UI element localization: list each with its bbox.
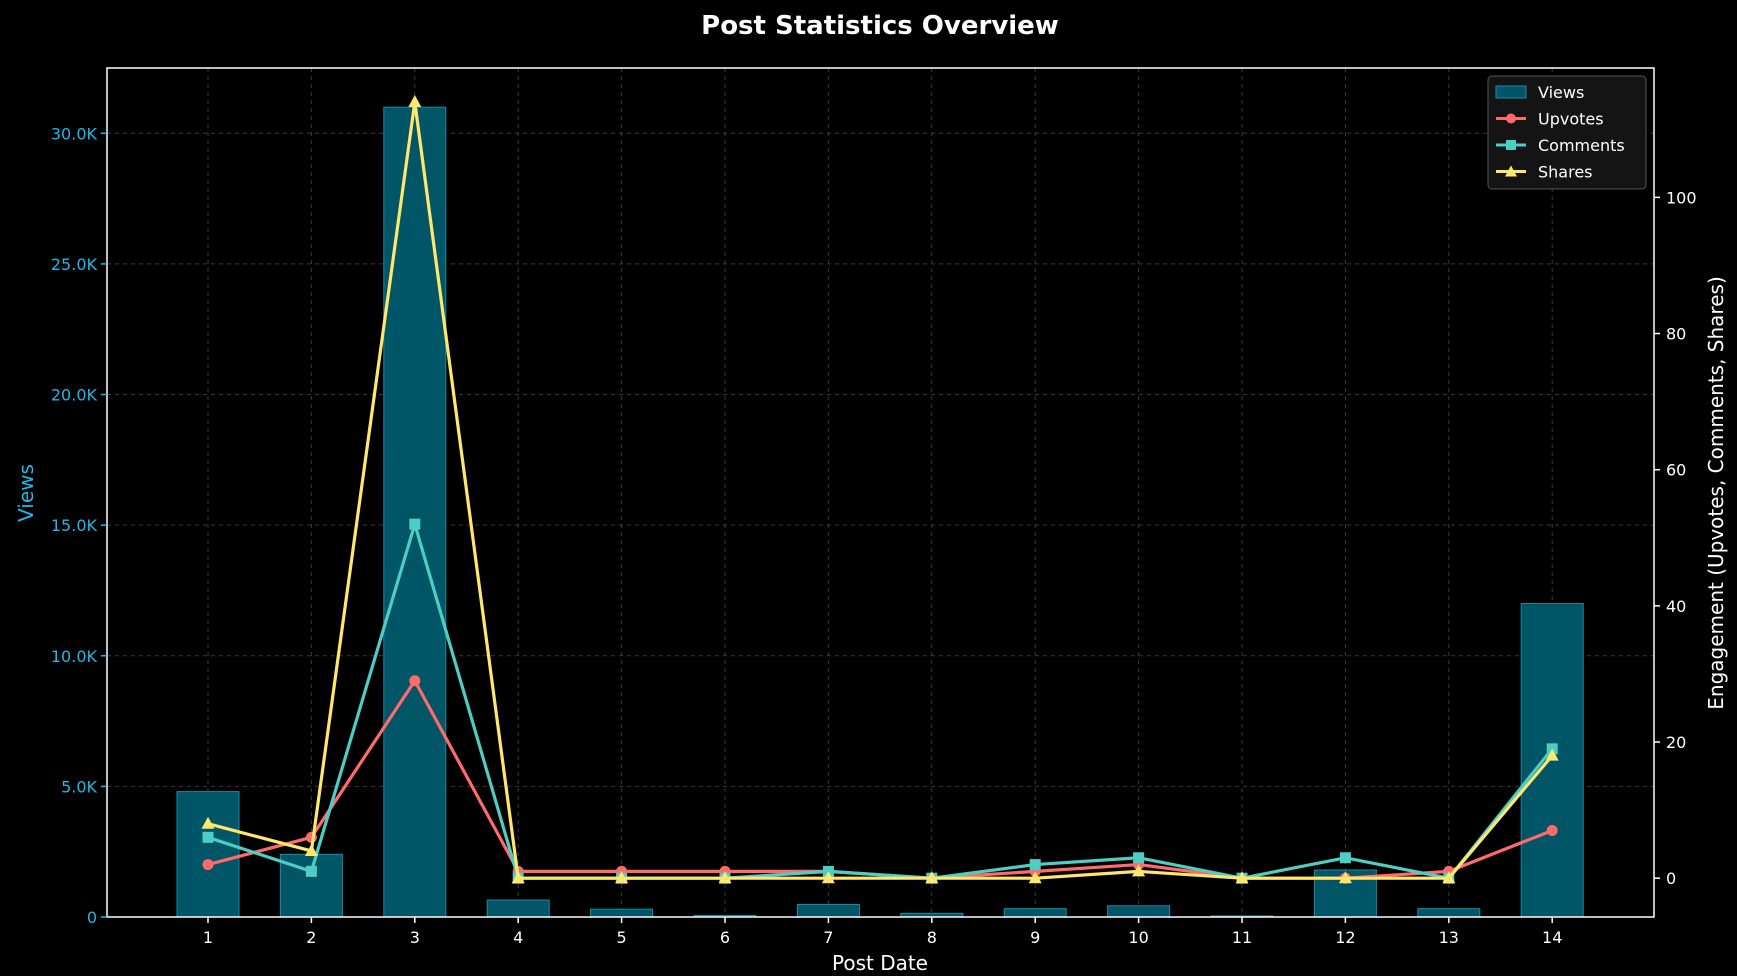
marker-shares xyxy=(1442,871,1456,884)
marker-shares xyxy=(408,95,422,108)
legend-label-upvotes: Upvotes xyxy=(1538,110,1604,129)
y-left-tick-label: 0 xyxy=(87,908,97,927)
x-tick-label: 4 xyxy=(513,928,523,947)
y-right-tick-label: 40 xyxy=(1666,597,1686,616)
bar-views xyxy=(1417,908,1481,918)
x-tick-label: 14 xyxy=(1542,928,1562,947)
views-bars xyxy=(176,106,1584,918)
bar-views xyxy=(796,903,860,918)
bar-views xyxy=(590,908,654,918)
y-axis-right-label: Engagement (Upvotes, Comments, Shares) xyxy=(1704,276,1728,709)
x-tick-label: 12 xyxy=(1335,928,1355,947)
y-right-tick-label: 60 xyxy=(1666,461,1686,480)
marker-shares xyxy=(1235,871,1249,884)
marker-comments xyxy=(1339,852,1351,864)
marker-shares xyxy=(718,871,732,884)
y-right-tick-label: 80 xyxy=(1666,325,1686,344)
marker-upvotes xyxy=(202,859,214,871)
grid xyxy=(107,68,1654,917)
x-axis-label: Post Date xyxy=(832,951,928,975)
marker-upvotes xyxy=(409,675,421,687)
bar-views xyxy=(1003,908,1067,918)
marker-shares xyxy=(615,871,629,884)
x-tick-label: 11 xyxy=(1232,928,1252,947)
axes: 0 5.0K 10.0K 15.0K 20.0K 25.0K 30.0K 0 20 40 60 80 1… xyxy=(51,124,1697,947)
marker-shares xyxy=(821,871,835,884)
x-tick-label: 1 xyxy=(203,928,213,947)
bar-views xyxy=(176,791,240,918)
marker-shares xyxy=(1132,864,1146,877)
legend-label-views: Views xyxy=(1538,83,1584,102)
x-tick-label: 9 xyxy=(1030,928,1040,947)
legend-marker-shares xyxy=(1505,165,1517,177)
legend-box xyxy=(1487,75,1647,190)
legend-label-shares: Shares xyxy=(1538,163,1593,182)
x-tick-label: 2 xyxy=(306,928,316,947)
x-tick-label: 6 xyxy=(720,928,730,947)
y-left-tick-label: 15.0K xyxy=(51,516,98,535)
y-left-tick-label: 20.0K xyxy=(51,386,98,405)
y-left-tick-label: 10.0K xyxy=(51,647,98,666)
y-left-tick-label: 25.0K xyxy=(51,255,98,274)
marker-shares xyxy=(201,816,215,829)
y-right-tick-label: 100 xyxy=(1666,188,1697,207)
marker-shares xyxy=(925,871,939,884)
legend-marker-comments xyxy=(1506,140,1516,150)
marker-shares xyxy=(1545,748,1559,761)
line-shares xyxy=(207,100,1554,880)
marker-comments xyxy=(409,518,421,530)
marker-shares xyxy=(511,871,525,884)
x-tick-label: 8 xyxy=(927,928,937,947)
marker-shares xyxy=(1028,871,1042,884)
x-tick-label: 3 xyxy=(410,928,420,947)
x-tick-label: 10 xyxy=(1128,928,1148,947)
bar-views xyxy=(1107,905,1171,918)
legend-label-comments: Comments xyxy=(1538,136,1625,155)
marker-comments xyxy=(1029,859,1041,871)
y-right-tick-label: 0 xyxy=(1666,869,1676,888)
marker-comments xyxy=(305,865,317,877)
x-tick-label: 5 xyxy=(617,928,627,947)
marker-shares xyxy=(304,843,318,856)
marker-upvotes xyxy=(1546,825,1558,837)
marker-comments xyxy=(202,831,214,843)
bar-views xyxy=(383,106,447,918)
bar-views xyxy=(486,899,550,918)
legend-marker-upvotes xyxy=(1506,113,1516,124)
chart-title: Post Statistics Overview xyxy=(701,11,1059,41)
legend-swatch-views xyxy=(1495,85,1527,99)
y-left-tick-label: 5.0K xyxy=(61,777,97,796)
line-comments xyxy=(207,522,1554,880)
y-axis-left-label: Views xyxy=(14,464,38,522)
x-tick-label: 13 xyxy=(1439,928,1459,947)
y-left-tick-label: 30.0K xyxy=(51,124,98,143)
plot-frame xyxy=(106,67,1655,918)
y-right-tick-label: 20 xyxy=(1666,733,1686,752)
marker-shares xyxy=(1338,871,1352,884)
engagement-lines xyxy=(201,95,1559,884)
marker-comments xyxy=(1133,852,1145,864)
x-tick-label: 7 xyxy=(823,928,833,947)
legend: Views Upvotes Comments Shares xyxy=(1487,75,1647,190)
